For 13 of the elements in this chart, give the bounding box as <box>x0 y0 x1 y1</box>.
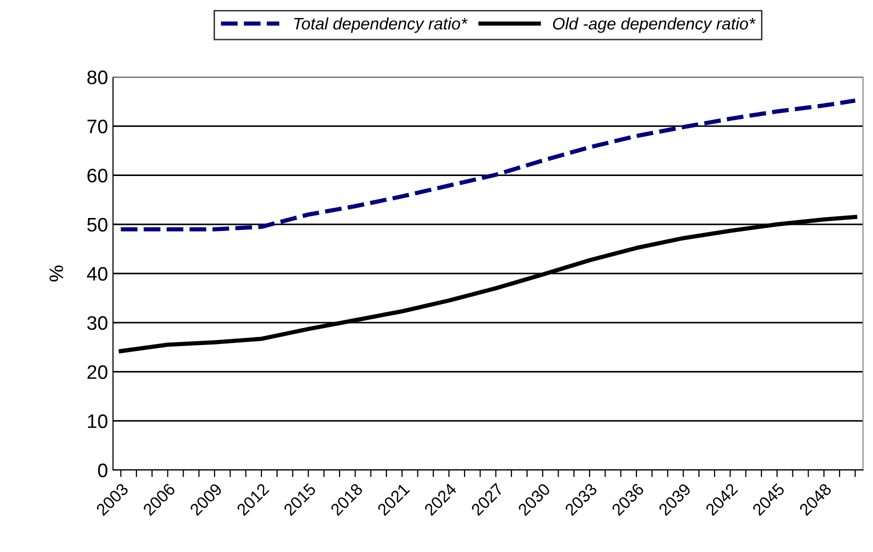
y-tick-label: 80 <box>87 70 108 84</box>
legend-label: Old -age dependency ratio* <box>553 17 756 33</box>
y-tick-label: 60 <box>88 168 108 182</box>
y-tick-label: 30 <box>87 316 108 330</box>
line-series <box>118 98 858 232</box>
y-axis-title: % <box>50 266 64 282</box>
y-tick-label: 0 <box>98 463 108 478</box>
y-tick-label: 40 <box>86 266 108 281</box>
y-tick-label: 70 <box>88 120 108 134</box>
legend-label: Total dependency ratio* <box>294 17 468 33</box>
y-tick-label: 10 <box>88 414 108 428</box>
y-tick-label: 50 <box>87 218 108 232</box>
y-tick-label: 20 <box>87 365 108 379</box>
